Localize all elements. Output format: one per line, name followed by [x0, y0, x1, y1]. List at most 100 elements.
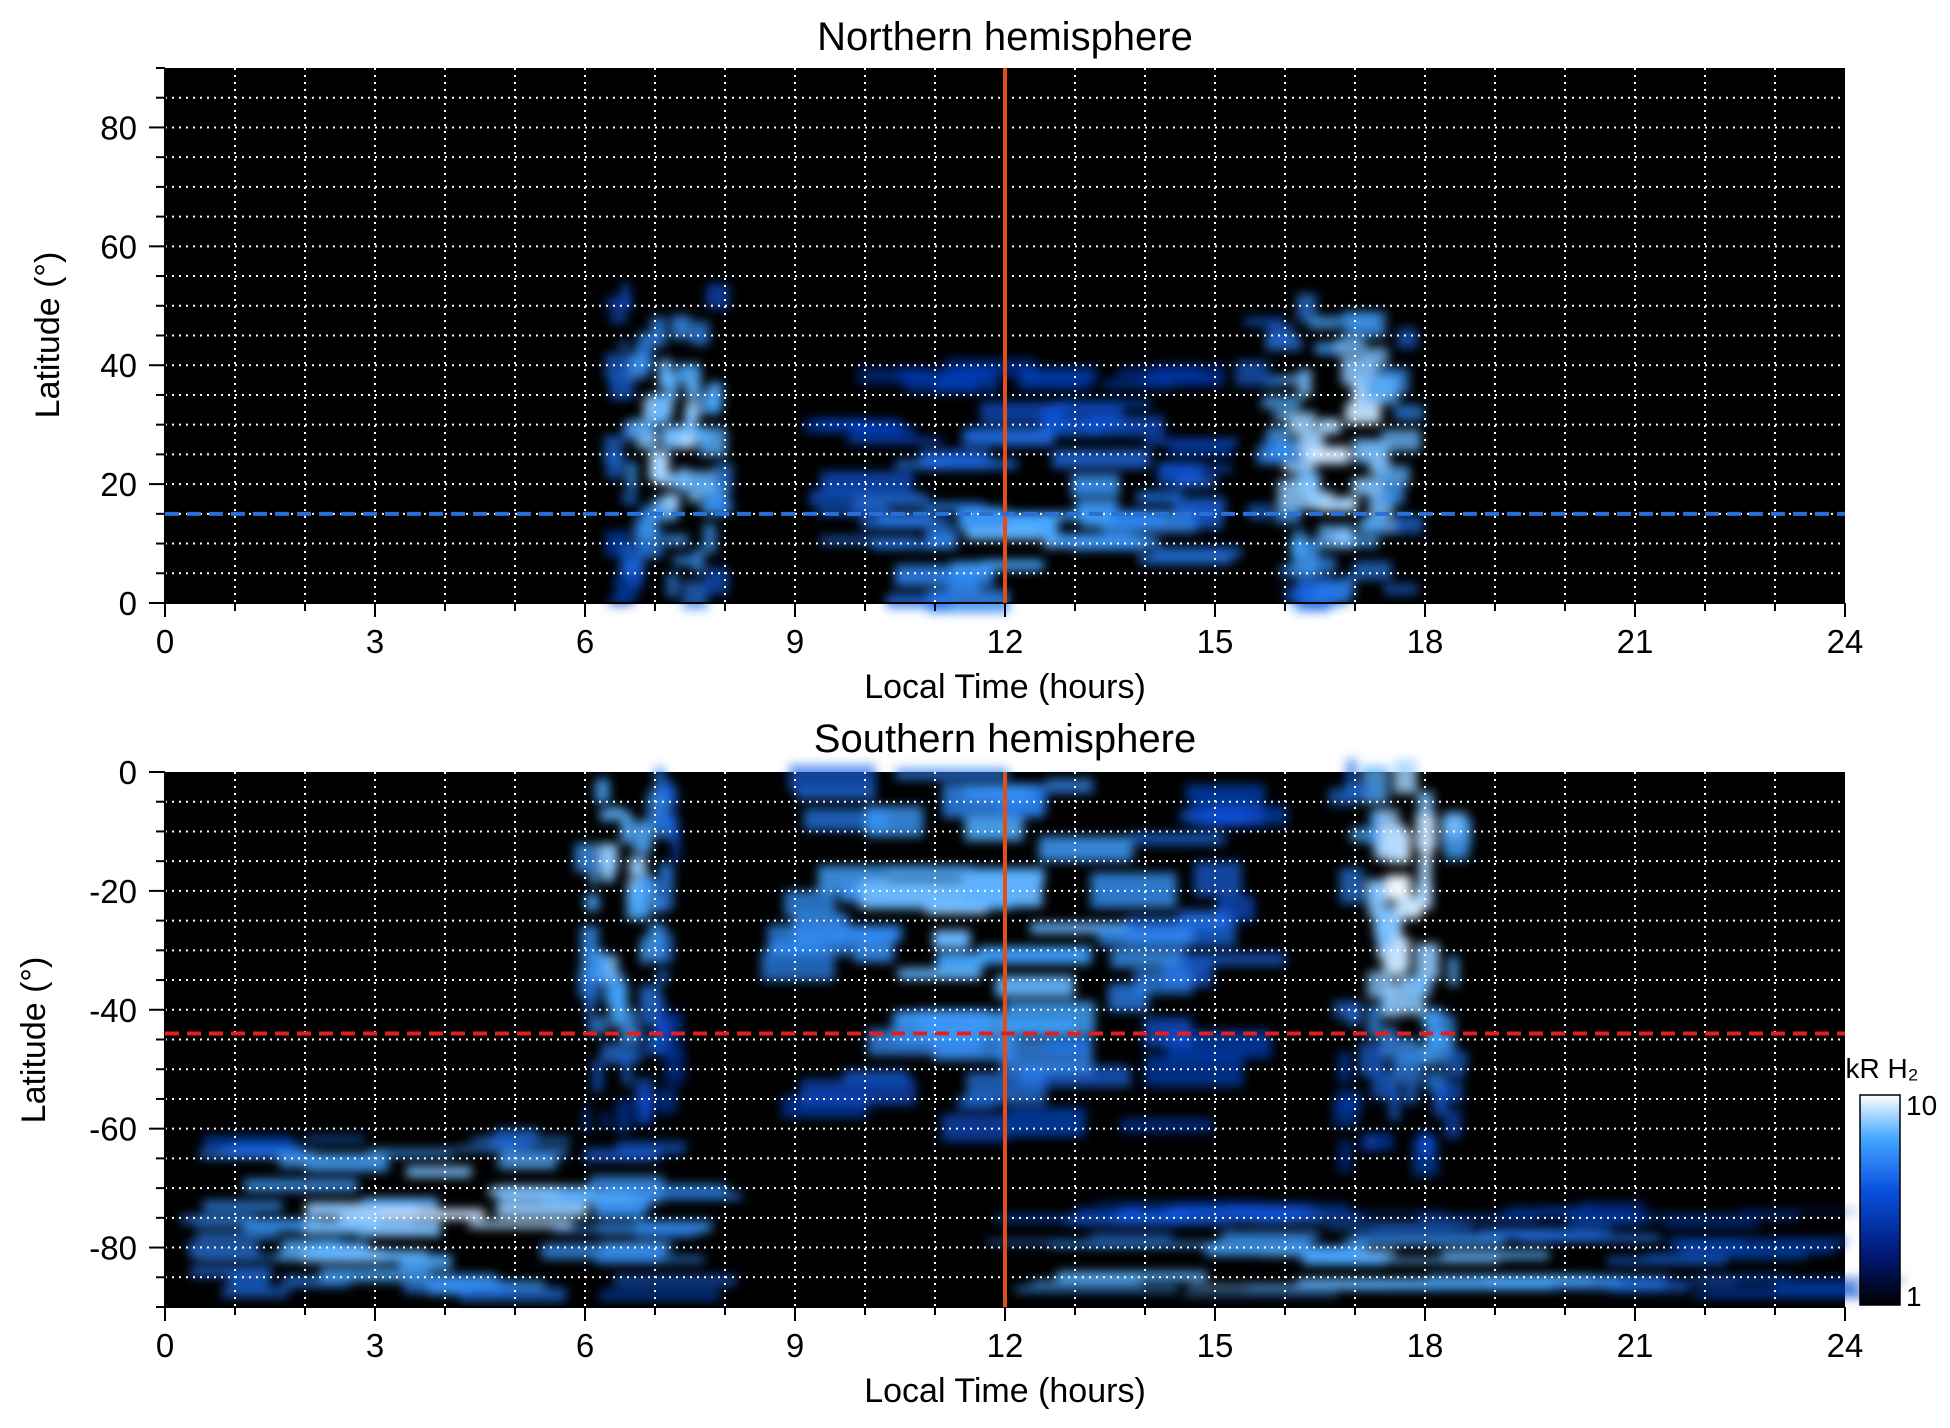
south-emission-patch [1478, 1226, 1611, 1234]
south-emission-patch [666, 1087, 678, 1114]
north-emission-patch [1318, 498, 1357, 512]
south-emission-patch [1015, 1286, 1178, 1292]
south-emission-patch [1579, 1201, 1647, 1210]
north-emission-patch [1279, 375, 1310, 385]
north-emission-patch [664, 534, 689, 546]
south-emission-patch [1418, 863, 1431, 896]
south-emission-patch [1324, 1258, 1501, 1263]
south-emission-patch [1418, 1136, 1435, 1149]
south-emission-patch [282, 1275, 350, 1288]
south-emission-patch [1193, 861, 1242, 897]
south-emission-patch [650, 898, 665, 913]
north-emission-patch [1340, 536, 1379, 547]
south-emission-patch [761, 950, 835, 982]
north-emission-patch [714, 463, 733, 489]
south-emission-patch [304, 1135, 365, 1143]
north-emission-patch [1267, 325, 1294, 343]
north-emission-patch [671, 315, 691, 340]
south-emission-patch [1046, 1037, 1089, 1053]
south-emission-patch [558, 1191, 614, 1197]
south-emission-patch [498, 1155, 557, 1170]
south-emission-patch [587, 1015, 608, 1035]
south-emission-patch [602, 955, 619, 980]
north-emission-patch [650, 316, 667, 337]
south-emission-patch [306, 1161, 389, 1172]
south-emission-patch [601, 1043, 621, 1064]
south-emission-patch [468, 1221, 573, 1228]
north-emission-patch [886, 593, 952, 609]
south-emission-patch [281, 1239, 342, 1253]
north-emission-patch [854, 493, 929, 507]
north-emission-patch [1318, 419, 1341, 434]
northern-hemisphere-panel: Northern hemisphere 0 3 6 9 12 15 18 21 24 0 20 40 6… [29, 15, 1863, 706]
north-x-tick-label: 12 [987, 623, 1024, 660]
north-y-tick-label: 60 [100, 228, 137, 265]
north-emission-patch [1136, 490, 1183, 504]
south-emission-patch [986, 1240, 1170, 1245]
south-emission-patch [1447, 956, 1459, 986]
south-emission-patch [1213, 1240, 1310, 1246]
north-emission-patch [1364, 347, 1388, 366]
north-emission-patch [1075, 500, 1119, 522]
south-emission-patch [887, 865, 972, 879]
south-emission-patch [580, 925, 599, 959]
north-emission-patch [1174, 475, 1217, 488]
south-emission-patch [1544, 1207, 1644, 1214]
south-emission-patch [663, 1050, 686, 1085]
south-emission-patch [601, 1111, 609, 1129]
south-emission-patch [488, 1186, 560, 1197]
south-emission-patch [1007, 1107, 1086, 1138]
south-emission-patch [357, 1209, 485, 1219]
north-emission-patch [1267, 426, 1288, 437]
south-emission-patch [796, 788, 876, 801]
south-emission-patch [784, 890, 836, 917]
south-emission-patch [1375, 809, 1399, 822]
north-x-tick-label: 18 [1407, 623, 1444, 660]
south-emission-patch [595, 778, 610, 803]
south-emission-patch [303, 1220, 414, 1232]
south-emission-patch [406, 1166, 472, 1178]
south-emission-patch [1663, 1221, 1758, 1229]
north-emission-patch [819, 536, 916, 545]
south-emission-patch [1739, 1209, 1856, 1214]
north-emission-patch [673, 555, 697, 566]
north-emission-patch [1397, 327, 1418, 349]
south-x-tick-label: 21 [1617, 1327, 1654, 1364]
south-emission-patch [671, 830, 681, 862]
north-emission-patch [1266, 375, 1281, 388]
north-emission-patch [686, 400, 700, 420]
north-emission-patch [705, 567, 729, 595]
south-emission-patch [243, 1178, 358, 1192]
north-emission-patch [1103, 379, 1173, 389]
north-emission-patch [1362, 517, 1387, 530]
south-emission-patch [1418, 1214, 1540, 1221]
northern-x-axis-label: Local Time (hours) [864, 668, 1146, 706]
north-emission-patch [678, 467, 688, 491]
south-emission-patch [1671, 1237, 1847, 1247]
south-emission-patch [1346, 1007, 1361, 1026]
south-emission-patch [1377, 923, 1395, 949]
north-emission-patch [1017, 372, 1090, 391]
north-emission-patch [706, 283, 730, 309]
south-emission-patch [494, 1127, 539, 1135]
south-x-tick-label: 6 [576, 1327, 594, 1364]
south-emission-patch [1302, 1255, 1387, 1265]
south-emission-patch [203, 1135, 294, 1149]
southern-panel-title: Southern hemisphere [814, 717, 1196, 761]
south-y-tick-label: -40 [89, 992, 137, 1029]
south-emission-patch [1645, 1253, 1807, 1260]
south-emission-patch [188, 1241, 259, 1258]
south-emission-patch [1131, 832, 1226, 846]
south-emission-patch [1205, 1246, 1362, 1256]
colorbar: kR H₂ 10 1 [1845, 1053, 1937, 1312]
north-emission-patch [619, 340, 629, 350]
north-emission-patch [1274, 410, 1297, 421]
north-emission-patch [1256, 446, 1297, 464]
colorbar-label: kR H₂ [1845, 1053, 1918, 1084]
north-emission-patch [626, 461, 638, 490]
south-emission-patch [600, 808, 612, 822]
north-emission-patch [622, 491, 637, 505]
south-emission-patch [1209, 806, 1288, 826]
north-emission-patch [1382, 429, 1421, 452]
